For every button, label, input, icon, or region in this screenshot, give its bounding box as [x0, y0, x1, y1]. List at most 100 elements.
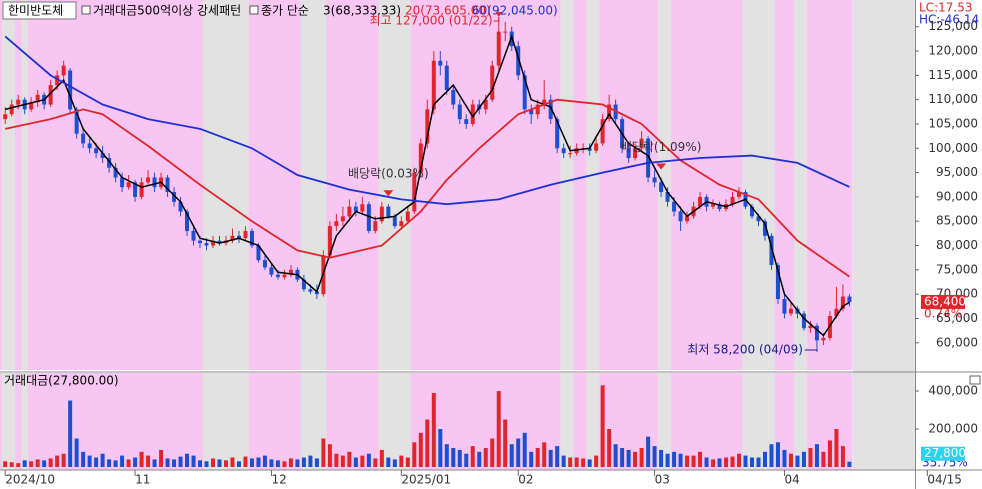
candle-body — [146, 177, 151, 183]
volume-bar — [347, 451, 352, 467]
high-arrowhead — [495, 12, 502, 18]
volume-bar — [42, 460, 47, 467]
pattern-off-band — [300, 0, 327, 370]
candle-body — [496, 31, 501, 66]
future-area — [853, 0, 915, 470]
volume-bar — [48, 458, 53, 467]
volume-bar — [477, 451, 482, 467]
y-tick-label: 115,000 — [928, 68, 978, 82]
pattern-off-band — [586, 0, 600, 370]
candle-body — [438, 60, 443, 66]
volume-bar — [685, 455, 690, 467]
volume-bar — [87, 455, 92, 467]
volume-bar — [691, 455, 696, 467]
volume-bar — [704, 457, 709, 467]
y-tick-label: 105,000 — [928, 116, 978, 130]
volume-bar — [801, 451, 806, 467]
candle-body — [87, 143, 92, 149]
candle-body — [308, 289, 313, 292]
volume-bar — [314, 458, 319, 467]
panel-button[interactable] — [969, 375, 981, 385]
volume-bar — [211, 458, 216, 467]
candle-body — [814, 325, 819, 341]
title-box[interactable] — [2, 1, 77, 20]
volume-bar — [262, 455, 267, 467]
candle-body — [139, 182, 144, 197]
volume-bar — [444, 444, 449, 467]
candle-body — [717, 204, 722, 210]
candle-body — [262, 260, 267, 268]
volume-y-tick-label: 200,000 — [928, 422, 978, 436]
pattern-off-band — [1, 0, 15, 370]
candle-body — [211, 240, 216, 246]
labels-layer: 60,00065,00070,00075,00080,00085,00090,0… — [4, 4, 978, 487]
volume-bar — [81, 451, 86, 467]
moving-average-line — [5, 34, 850, 337]
volume-bar — [840, 446, 845, 467]
last-volume-label: 27,800 — [924, 446, 966, 460]
volume-bar — [698, 451, 703, 467]
volume-bar — [392, 459, 397, 467]
volume-bar — [464, 453, 469, 467]
candle-body — [81, 133, 86, 144]
y-tick-label: 125,000 — [928, 19, 978, 33]
volume-bar — [717, 458, 722, 467]
candle-body — [665, 192, 670, 202]
candle-body — [834, 308, 839, 317]
candle-body — [74, 109, 79, 134]
volume-bar — [295, 459, 300, 467]
volume-bar — [185, 453, 190, 467]
volume-bar — [191, 455, 196, 467]
marks-layer — [3, 17, 852, 467]
last-price-label: 68,400 — [924, 294, 966, 308]
candle-body — [340, 216, 345, 222]
candle-body — [607, 104, 612, 120]
pattern-off-band — [203, 0, 249, 370]
volume-bar — [223, 460, 228, 467]
candle-body — [113, 167, 118, 178]
volume-bar — [756, 457, 761, 467]
volume-bar — [366, 453, 371, 467]
candle-body — [685, 216, 690, 222]
candle-body — [360, 204, 365, 212]
candle-body — [594, 143, 599, 151]
candle-body — [256, 245, 261, 261]
volume-bar — [35, 459, 40, 467]
volume-bar — [607, 429, 612, 467]
pattern-off-band — [657, 373, 671, 470]
volume-bar — [159, 449, 164, 467]
dividend-annotation: 배당락(1.09%) — [621, 140, 702, 154]
volume-bar — [172, 459, 177, 467]
pattern-off-band — [560, 0, 574, 370]
candle-body — [48, 85, 53, 105]
x-tick-label: 04/15 — [927, 473, 962, 487]
candle-body — [418, 143, 423, 173]
volume-bar — [438, 429, 443, 467]
dividend-marker — [656, 163, 667, 170]
volume-bar — [795, 455, 800, 467]
candle-body — [412, 172, 417, 212]
moving-average-line — [4, 35, 850, 206]
candle-body — [373, 221, 378, 231]
volume-bar — [743, 455, 748, 467]
volume-bar — [788, 453, 793, 467]
candle-body — [55, 75, 60, 86]
x-tick-label: 2025/01 — [401, 473, 451, 487]
volume-bar — [425, 419, 430, 467]
volume-bar — [633, 451, 638, 467]
pattern-off-band — [742, 373, 775, 470]
volume-bar — [613, 444, 618, 467]
y-tick-label: 75,000 — [936, 262, 978, 276]
volume-bar — [107, 459, 112, 467]
y-tick-label: 90,000 — [936, 189, 978, 203]
candle-body — [327, 226, 332, 256]
candle-body — [451, 89, 456, 105]
volume-bar — [737, 453, 742, 467]
candle-body — [470, 104, 475, 124]
candle-body — [431, 60, 436, 110]
y-tick-label: 85,000 — [936, 214, 978, 228]
volume-bar — [405, 457, 410, 467]
candle-body — [626, 148, 631, 159]
candle-body — [587, 148, 592, 151]
